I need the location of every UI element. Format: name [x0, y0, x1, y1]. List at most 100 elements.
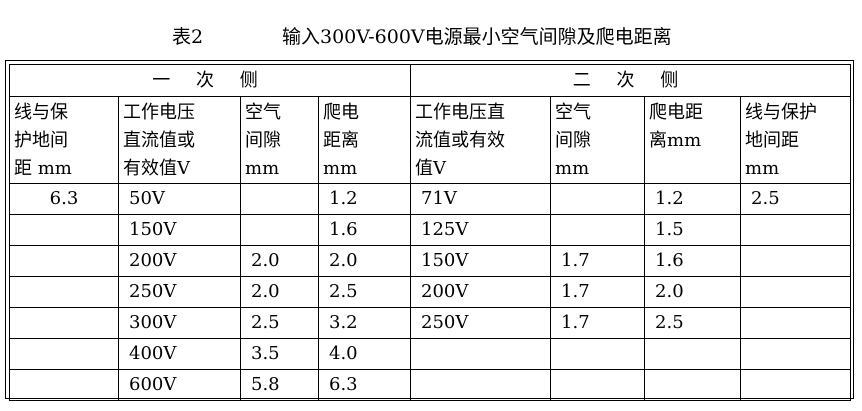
table-cell: 5.8 [240, 369, 319, 401]
table-cell: 2.0 [240, 245, 319, 277]
header-line: 值V [415, 158, 447, 179]
table-cell: 400V [118, 338, 241, 370]
header-line: 空气 [245, 102, 281, 123]
column-header-row: 线与保 护地间距 mm 工作电压 直流值或 有效值V 空气 间隙 mm 爬电 距离 mm 工作电压直流… [9, 96, 852, 184]
header-primary-line-to-earth: 线与保护地间距 mm [9, 96, 119, 184]
table-cell [9, 307, 119, 339]
table-cell: 600V [118, 369, 241, 401]
table-cell: 200V [118, 245, 241, 277]
header-line: 距 mm [14, 158, 72, 179]
table-cell [740, 369, 852, 401]
header-line: 线与保护 [745, 102, 818, 123]
table-cell: 200V [410, 276, 552, 308]
table-cell: 250V [410, 307, 552, 339]
table-cell: 2.5 [740, 183, 852, 215]
table-cell [410, 338, 552, 370]
table-cell: 1.7 [550, 245, 646, 277]
table-cell: 4.0 [317, 338, 412, 370]
table-cell: 3.2 [317, 307, 412, 339]
table-cell [740, 276, 852, 308]
table-cell: 1.6 [317, 214, 412, 246]
header-line: 工作电压 [123, 102, 195, 123]
table-cell: 1.7 [550, 276, 646, 308]
header-primary-creepage: 爬电距离 mm [317, 96, 412, 184]
group-primary-side: 一 次 侧 [8, 64, 412, 97]
table-cell: 1.5 [644, 214, 742, 246]
header-line: 地间距 [745, 130, 800, 151]
table-cell [9, 214, 119, 246]
table-cell: 1.6 [644, 245, 742, 277]
table-cell: 150V [118, 214, 241, 246]
table-cell: 50V [118, 183, 241, 215]
table-cell: 2.0 [644, 276, 742, 308]
table-cell: 71V [410, 183, 552, 215]
table-body: 6.3 50V 1.2 71V 1.2 2.5 150V 1.6 125V 1.5 200V 2.0 2… [9, 183, 852, 401]
header-secondary-creepage: 爬电距离mm [644, 96, 742, 184]
header-line: mm [745, 158, 780, 179]
table-cell [240, 183, 319, 215]
table-cell [240, 214, 319, 246]
table-row: 250V 2.0 2.5 200V 1.7 2.0 [9, 276, 852, 308]
header-secondary-line-to-earth: 线与保护地间距 mm [740, 96, 852, 184]
table-cell: 3.5 [240, 338, 319, 370]
header-line: mm [555, 158, 590, 179]
header-line: 流值或有效 [415, 130, 506, 151]
header-line: 工作电压直 [415, 102, 506, 123]
table-row: 6.3 50V 1.2 71V 1.2 2.5 [9, 183, 852, 215]
header-line: 间隙 [245, 130, 281, 151]
header-line: 距离 [323, 130, 359, 151]
header-line: 爬电距 [649, 102, 704, 123]
header-secondary-working-voltage: 工作电压直流值或有效值V [410, 96, 552, 184]
table-cell: 1.2 [644, 183, 742, 215]
table-title: 输入300V-600V电源最小空气间隙及爬电距离 [282, 26, 672, 48]
header-line: 爬电 [323, 102, 359, 123]
header-line: mm [323, 158, 358, 179]
table-cell: 150V [410, 245, 552, 277]
header-line: 间隙 [555, 130, 592, 151]
table-row: 150V 1.6 125V 1.5 [9, 214, 852, 246]
header-line: 离mm [649, 130, 702, 151]
table-cell [644, 369, 742, 401]
header-primary-working-voltage: 工作电压 直流值或 有效值V [118, 96, 241, 184]
table-row: 200V 2.0 2.0 150V 1.7 1.6 [9, 245, 852, 277]
table-cell: 2.0 [317, 245, 412, 277]
header-secondary-air-gap: 空气间隙 mm [550, 96, 646, 184]
group-header-row: 一 次 侧 二 次 侧 [8, 64, 852, 97]
table-cell [550, 214, 646, 246]
table-cell [740, 338, 852, 370]
table-cell [9, 369, 119, 401]
header-line: 线与保 [14, 102, 68, 123]
header-line: 有效值V [123, 158, 190, 179]
table-cell [550, 369, 646, 401]
table-cell [550, 338, 646, 370]
table-cell [9, 338, 119, 370]
table-frame: 一 次 侧 二 次 侧 线与保 护地间距 mm 工作电压 直流值或 有效值V 空气 间隙 mm… [5, 60, 854, 401]
table-cell [740, 214, 852, 246]
table-cell [644, 338, 742, 370]
header-primary-air-gap: 空气间隙 mm [240, 96, 319, 184]
table-cell: 1.7 [550, 307, 646, 339]
table-cell: 300V [118, 307, 241, 339]
table-cell [740, 245, 852, 277]
table-cell [740, 307, 852, 339]
table-cell: 1.2 [317, 183, 412, 215]
clearance-table: 一 次 侧 二 次 侧 线与保 护地间距 mm 工作电压 直流值或 有效值V 空气 间隙 mm… [8, 64, 852, 401]
table-cell: 2.0 [240, 276, 319, 308]
table-number: 表2 [172, 26, 204, 48]
table-cell: 250V [118, 276, 241, 308]
header-line: 空气 [555, 102, 592, 123]
table-cell [9, 245, 119, 277]
table-row: 600V 5.8 6.3 [9, 369, 852, 401]
table-cell: 2.5 [644, 307, 742, 339]
header-line: mm [245, 158, 280, 179]
table-cell [9, 276, 119, 308]
table-cell: 6.3 [9, 183, 119, 215]
table-row: 300V 2.5 3.2 250V 1.7 2.5 [9, 307, 852, 339]
group-secondary-side: 二 次 侧 [410, 64, 852, 97]
table-caption: 表2 输入300V-600V电源最小空气间隙及爬电距离 [0, 18, 862, 48]
table-cell [550, 183, 646, 215]
table-cell: 6.3 [317, 369, 412, 401]
table-cell: 2.5 [240, 307, 319, 339]
header-line: 护地间 [14, 130, 68, 151]
table-row: 400V 3.5 4.0 [9, 338, 852, 370]
